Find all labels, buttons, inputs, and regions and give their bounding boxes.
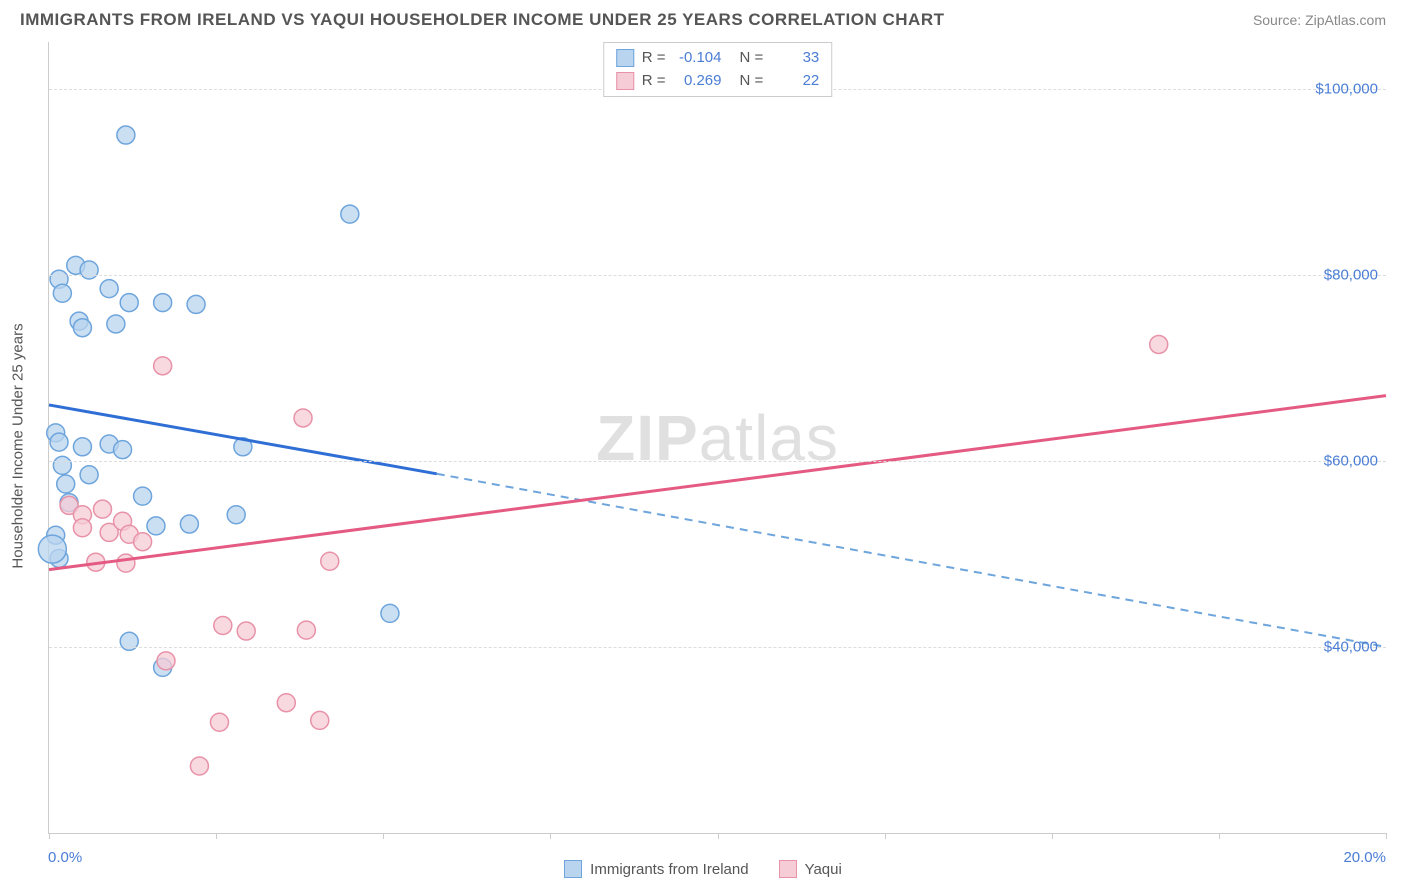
n-value-a: 33	[771, 47, 819, 70]
scatter-svg	[49, 42, 1386, 833]
stats-row-series-b: R = 0.269 N = 22	[616, 70, 820, 93]
r-label: R =	[642, 47, 666, 70]
y-tick-label: $40,000	[1324, 638, 1378, 655]
legend-label-a: Immigrants from Ireland	[590, 861, 748, 878]
swatch-icon	[779, 860, 797, 878]
r-label: R =	[642, 70, 666, 93]
y-axis-title: Householder Income Under 25 years	[10, 323, 27, 568]
chart-plot-area: R = -0.104 N = 33 R = 0.269 N = 22 ZIPat…	[48, 42, 1386, 834]
r-value-a: -0.104	[674, 47, 722, 70]
stats-row-series-a: R = -0.104 N = 33	[616, 47, 820, 70]
y-tick-label: $80,000	[1324, 266, 1378, 283]
swatch-icon	[564, 860, 582, 878]
n-value-b: 22	[771, 70, 819, 93]
legend-item-a: Immigrants from Ireland	[564, 860, 748, 878]
swatch-icon	[616, 72, 634, 90]
n-label: N =	[740, 70, 764, 93]
swatch-icon	[616, 49, 634, 67]
y-tick-label: $100,000	[1315, 80, 1378, 97]
n-label: N =	[740, 47, 764, 70]
y-tick-label: $60,000	[1324, 452, 1378, 469]
r-value-b: 0.269	[674, 70, 722, 93]
legend-label-b: Yaqui	[805, 861, 842, 878]
source-label: Source: ZipAtlas.com	[1253, 12, 1386, 28]
legend-item-b: Yaqui	[779, 860, 842, 878]
series-legend: Immigrants from Ireland Yaqui	[0, 860, 1406, 878]
stats-legend: R = -0.104 N = 33 R = 0.269 N = 22	[603, 42, 833, 97]
chart-title: IMMIGRANTS FROM IRELAND VS YAQUI HOUSEHO…	[20, 10, 945, 30]
